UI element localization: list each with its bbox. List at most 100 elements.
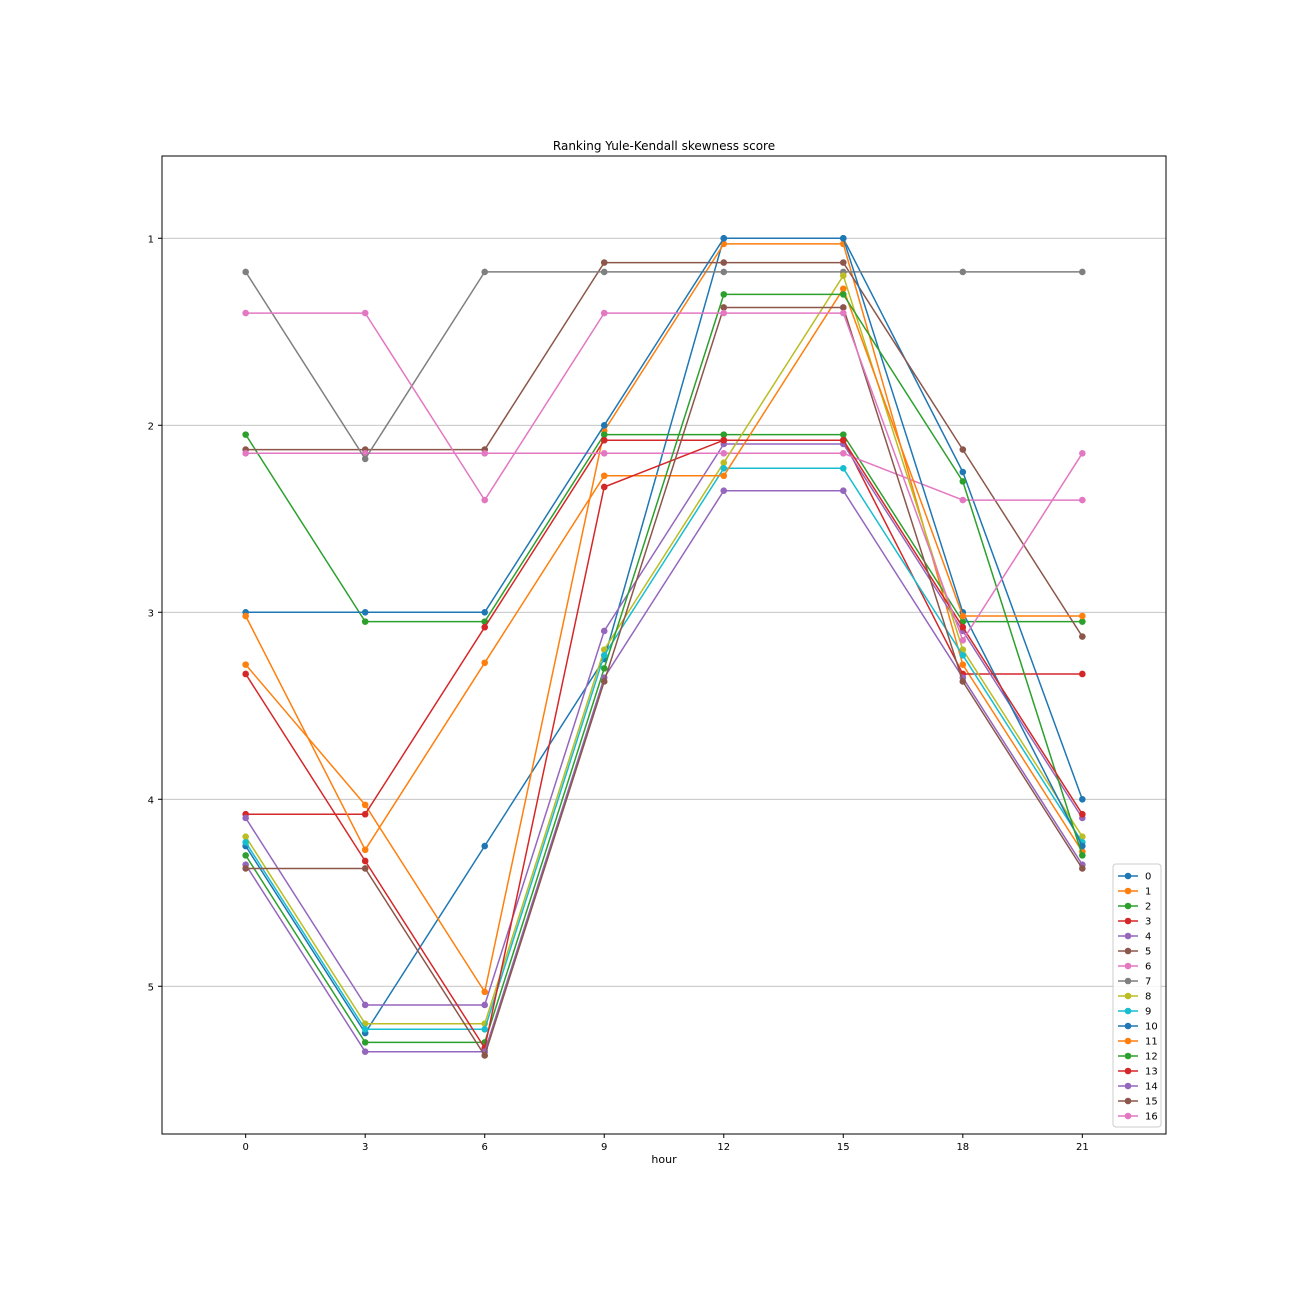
legend-swatch-marker	[1124, 1097, 1132, 1105]
legend-label: 9	[1145, 1007, 1151, 1018]
data-point	[839, 304, 847, 311]
legend-swatch-marker	[1124, 1007, 1132, 1015]
series-line	[245, 439, 1083, 815]
legend-label: 15	[1145, 1097, 1158, 1108]
data-point	[600, 450, 608, 457]
legend-item-15: 15	[1118, 1097, 1158, 1108]
data-point	[242, 670, 249, 678]
series-line	[245, 433, 1083, 623]
data-point	[1079, 268, 1086, 276]
data-point	[361, 1025, 369, 1033]
data-point	[600, 309, 608, 317]
legend-swatch-marker	[1124, 992, 1132, 1000]
legend-swatch-marker	[1124, 1112, 1132, 1120]
data-point	[361, 608, 369, 616]
legend-label: 5	[1145, 947, 1151, 958]
legend-item-14: 14	[1118, 1082, 1158, 1093]
data-point	[481, 842, 489, 850]
data-point	[1079, 865, 1086, 872]
series-5	[242, 259, 1086, 640]
legend-swatch-marker	[1124, 902, 1132, 910]
data-point	[481, 659, 489, 667]
data-point	[839, 272, 847, 279]
y-tick-label: 1	[148, 234, 154, 245]
legend-swatch-marker	[1124, 1037, 1132, 1045]
legend-label: 10	[1145, 1022, 1158, 1033]
legend-item-1: 1	[1118, 887, 1151, 898]
data-point	[481, 268, 489, 276]
data-point	[361, 810, 369, 818]
data-point	[720, 487, 728, 495]
legend-swatch-marker	[1124, 887, 1132, 895]
legend-swatch-marker	[1124, 917, 1132, 925]
data-point	[481, 1025, 489, 1033]
data-point	[361, 455, 369, 463]
data-point	[1079, 795, 1086, 803]
data-point	[481, 623, 489, 631]
data-point	[242, 450, 249, 457]
data-point	[839, 291, 847, 298]
legend-label: 2	[1145, 902, 1151, 913]
data-point	[839, 464, 847, 472]
data-point	[242, 431, 249, 438]
data-point	[959, 468, 967, 476]
data-point	[720, 234, 728, 242]
x-tick-label: 18	[956, 1142, 969, 1153]
data-point	[720, 472, 728, 480]
data-point	[839, 436, 847, 444]
data-point	[839, 234, 847, 242]
data-point	[481, 1001, 489, 1009]
data-point	[481, 496, 489, 504]
data-point	[600, 431, 608, 438]
data-point	[720, 464, 728, 472]
series-11	[242, 285, 1086, 854]
series-line	[245, 293, 1084, 1044]
legend-label: 0	[1145, 872, 1151, 883]
x-axis-ticks: 0 3 6 9 12 15 18 21	[242, 1134, 1089, 1153]
data-point	[959, 678, 967, 685]
legend-label: 4	[1145, 932, 1151, 943]
data-point	[242, 814, 249, 822]
data-point	[600, 627, 608, 635]
data-point	[1079, 496, 1086, 504]
series-16	[242, 309, 1086, 644]
data-point	[242, 852, 249, 859]
data-point	[600, 259, 608, 266]
series-lines	[242, 234, 1086, 1059]
legend-swatch-marker	[1124, 1022, 1132, 1030]
series-line	[245, 237, 1084, 1034]
data-point	[242, 661, 249, 668]
legend-swatch-marker	[1124, 932, 1132, 940]
legend-swatch-marker	[1124, 872, 1132, 880]
series-line	[245, 439, 1083, 1049]
data-point	[959, 651, 967, 659]
data-point	[959, 612, 967, 620]
plot-area-frame	[161, 155, 1167, 1135]
data-point	[959, 496, 967, 504]
data-point	[600, 268, 608, 276]
data-point	[361, 857, 369, 865]
legend-swatch-marker	[1124, 962, 1132, 970]
y-tick-label: 5	[148, 982, 154, 993]
data-point	[720, 431, 728, 438]
legend-item-3: 3	[1118, 917, 1151, 928]
data-point	[1079, 670, 1086, 678]
series-15	[242, 304, 1086, 1059]
legend-item-0: 0	[1118, 872, 1151, 883]
data-point	[600, 651, 608, 659]
data-point	[481, 608, 489, 616]
data-point	[242, 833, 249, 840]
legend-item-11: 11	[1118, 1037, 1158, 1048]
data-point	[1079, 852, 1086, 859]
legend-swatch-marker	[1124, 1052, 1132, 1060]
series-line	[245, 261, 1083, 638]
series-line	[245, 452, 1083, 501]
data-point	[1079, 833, 1086, 840]
data-point	[481, 1052, 489, 1059]
data-point	[361, 1001, 369, 1009]
x-tick-label: 21	[1076, 1142, 1089, 1153]
legend-label: 16	[1145, 1112, 1158, 1123]
legend-label: 1	[1145, 887, 1151, 898]
